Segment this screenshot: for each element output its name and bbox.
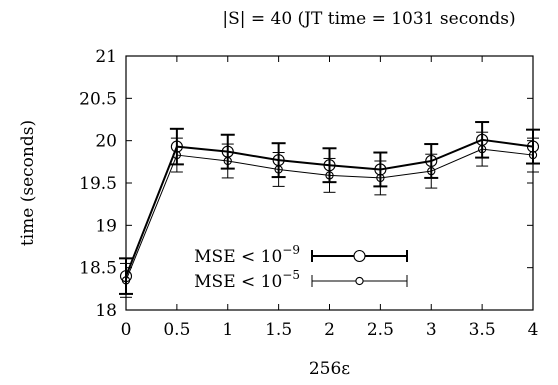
series-2 — [120, 131, 539, 298]
legend-label-base: MSE < 10 — [194, 272, 282, 292]
y-tick-label: 20 — [95, 132, 117, 152]
legend-marker — [353, 249, 366, 263]
y-tick-label: 18 — [95, 301, 117, 321]
data-point — [477, 144, 487, 154]
data-point — [223, 156, 232, 166]
x-tick-label: 2 — [324, 320, 335, 340]
x-tick-label: 4 — [528, 320, 539, 340]
legend-label: MSE < 10−9 — [194, 243, 300, 267]
x-tick-label: 3 — [426, 320, 437, 340]
x-tick-label: 0.5 — [163, 320, 190, 340]
x-tick-label: 0 — [121, 320, 132, 340]
data-point — [172, 150, 182, 160]
legend-entry: MSE < 10−9 — [194, 243, 408, 267]
axis-ticks: 0 0.5 1 1.5 2 2.5 3 3.5 4 18 18.5 19 19.5 20 20.5 21 — [79, 47, 538, 340]
legend-entry: MSE < 10−5 — [194, 268, 408, 292]
chart-title: |S| = 40 (JT time = 1031 seconds) — [222, 9, 515, 29]
y-tick-label: 19.5 — [79, 174, 117, 194]
y-axis-title: time (seconds) — [18, 120, 38, 246]
y-tick-label: 20.5 — [79, 89, 117, 109]
data-point — [427, 166, 436, 176]
legend-label-exponent: −9 — [282, 243, 300, 257]
series-1 — [119, 121, 540, 295]
y-tick-label: 19 — [95, 216, 117, 236]
x-tick-label: 3.5 — [469, 320, 496, 340]
data-point — [325, 171, 334, 180]
legend-marker — [355, 276, 364, 286]
y-tick-label: 18.5 — [79, 259, 117, 279]
data-point — [376, 173, 385, 183]
data-point — [121, 276, 131, 285]
legend-label: MSE < 10−5 — [194, 268, 300, 292]
series-layer — [119, 121, 540, 298]
legend-label-exponent: −5 — [282, 268, 300, 282]
x-axis-title: 256ε — [309, 359, 350, 379]
y-tick-label: 21 — [95, 47, 117, 67]
x-tick-label: 2.5 — [367, 320, 394, 340]
legend-label-base: MSE < 10 — [194, 247, 282, 267]
data-point — [274, 165, 283, 174]
x-tick-label: 1.5 — [265, 320, 292, 340]
data-point — [528, 150, 538, 160]
x-tick-label: 1 — [222, 320, 233, 340]
